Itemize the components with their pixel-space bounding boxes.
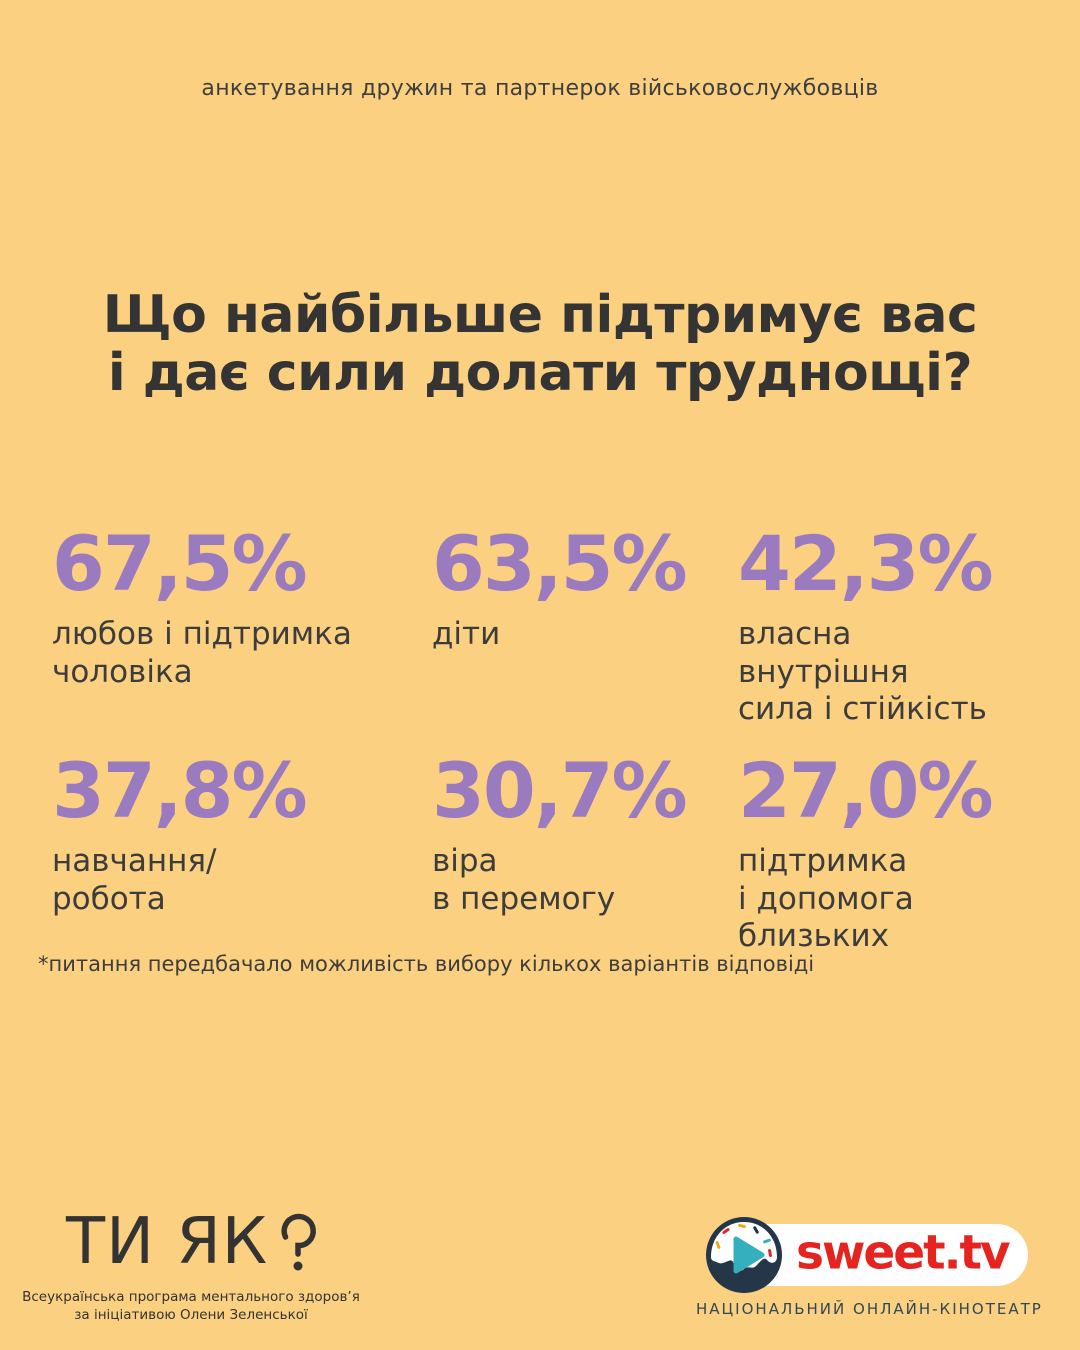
stat-item: 37,8% навчання/ робота xyxy=(52,751,432,956)
ty-yak-tagline-line-2: за ініціативою Олени Зеленської xyxy=(74,1307,308,1324)
stat-item: 42,3% власна внутрішня сила і стійкість xyxy=(738,524,1048,751)
ty-yak-logo: ТИ ЯК xyxy=(66,1210,321,1274)
ty-yak-tagline-line-1: Всеукраїнська програма ментального здоро… xyxy=(22,1289,360,1305)
stat-label: діти xyxy=(432,615,501,652)
stat-item: 27,0% підтримка і допомога близьких xyxy=(738,751,1048,956)
kicker-text: анкетування дружин та партнерок військов… xyxy=(201,76,879,101)
ty-yak-tagline: Всеукраїнська програма ментального здоро… xyxy=(6,1288,376,1324)
stats-grid: 67,5% любов і підтримка чоловіка 63,5% д… xyxy=(52,524,1048,956)
stat-label: віра в перемогу xyxy=(432,842,616,917)
page-title: Що найбільше підтримує вас і дає сили дол… xyxy=(0,286,1080,402)
sprinkles xyxy=(715,1223,772,1257)
stat-value: 37,8% xyxy=(52,746,308,835)
sweet-tv-wordmark: sweet.tv xyxy=(796,1225,1011,1281)
ty-yak-wordmark: ТИ ЯК xyxy=(66,1205,269,1279)
stat-item: 67,5% любов і підтримка чоловіка xyxy=(52,524,432,751)
stat-value: 63,5% xyxy=(432,519,688,608)
stat-label: навчання/ робота xyxy=(52,842,217,917)
footnote: *питання передбачало можливість вибору к… xyxy=(38,952,815,976)
stat-value: 27,0% xyxy=(738,746,994,835)
stat-item: 30,7% віра в перемогу xyxy=(432,751,738,956)
stat-value: 30,7% xyxy=(432,746,688,835)
question-mark-icon xyxy=(281,1213,317,1271)
stat-label: власна внутрішня сила і стійкість xyxy=(738,615,987,728)
stat-value: 67,5% xyxy=(52,519,308,608)
stat-item: 63,5% діти xyxy=(432,524,738,751)
sweet-tv-tagline: НАЦІОНАЛЬНИЙ ОНЛАЙН-КІНОТЕАТР xyxy=(696,1300,1043,1318)
sweet-tv-logo: sweet.tv xyxy=(706,1217,1028,1293)
title-line-1: Що найбільше підтримує вас xyxy=(102,285,978,345)
stat-label: підтримка і допомога близьких xyxy=(738,842,914,955)
donut-play-icon xyxy=(706,1217,782,1293)
stat-value: 42,3% xyxy=(738,519,994,608)
stat-label: любов і підтримка чоловіка xyxy=(52,615,352,690)
title-line-2: і дає сили долати труднощі? xyxy=(107,343,973,404)
